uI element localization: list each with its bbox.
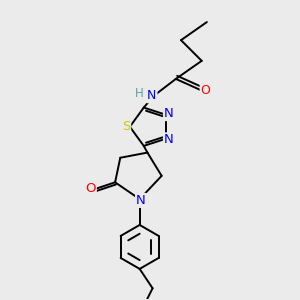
Text: N: N bbox=[164, 107, 174, 120]
Text: N: N bbox=[136, 194, 146, 207]
Text: O: O bbox=[201, 84, 211, 97]
Text: H: H bbox=[135, 87, 144, 100]
Text: N: N bbox=[164, 134, 174, 146]
Text: N: N bbox=[147, 89, 157, 102]
Text: O: O bbox=[85, 182, 96, 195]
Text: S: S bbox=[122, 120, 130, 133]
